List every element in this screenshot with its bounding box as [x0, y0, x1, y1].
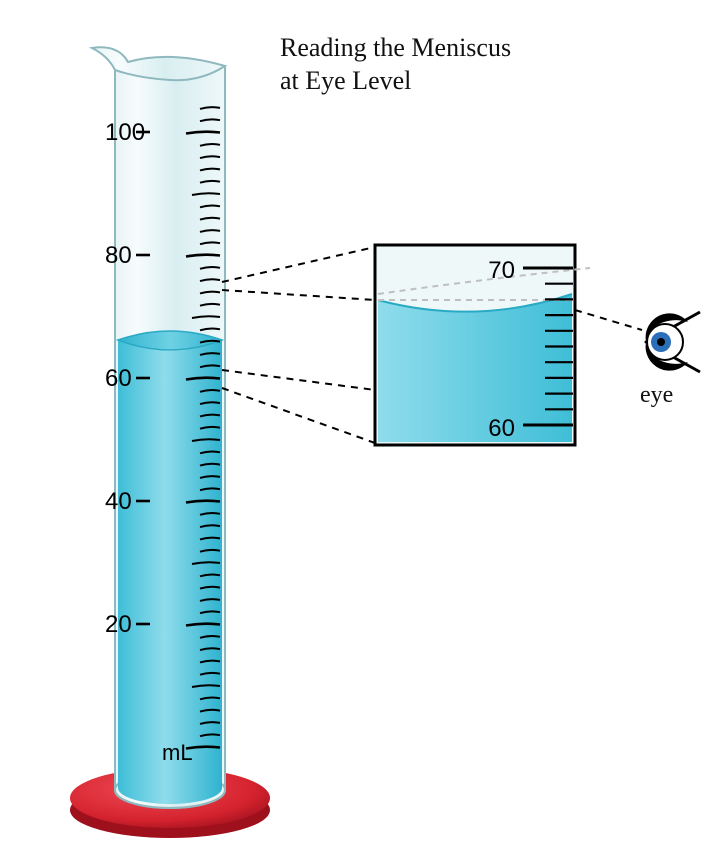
inset-label-top: 70: [488, 257, 515, 284]
scale-label: 80: [105, 242, 132, 269]
sight-line: [575, 310, 642, 330]
eye-icon: [646, 312, 700, 372]
inset-label-bottom: 60: [488, 415, 515, 442]
scale-label: 40: [105, 488, 132, 515]
unit-label: mL: [162, 740, 193, 765]
inset-panel: [375, 245, 590, 445]
projection-lines: [222, 247, 375, 443]
scale-label: 60: [105, 365, 132, 392]
diagram-svg: 10080604020 mL 7060: [0, 0, 726, 867]
scale-label: 20: [105, 611, 132, 638]
